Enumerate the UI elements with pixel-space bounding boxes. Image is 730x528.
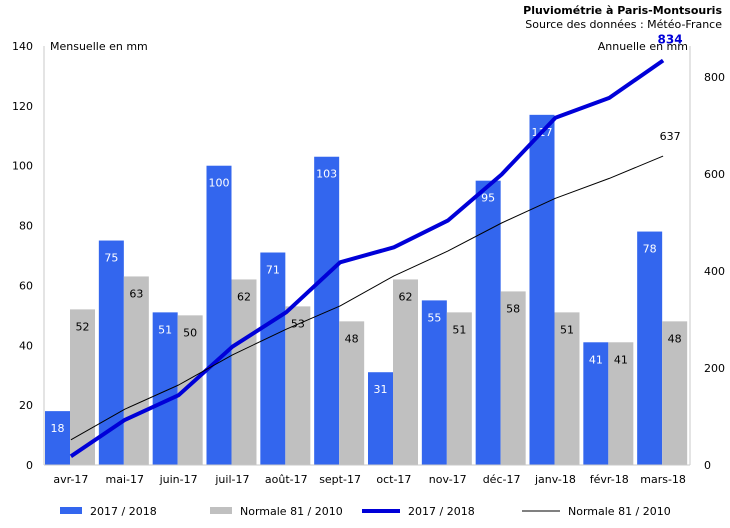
bar-label-normale: 63 bbox=[129, 287, 143, 300]
bar-normale bbox=[393, 279, 418, 465]
bar-normale bbox=[231, 279, 257, 465]
bar-normale bbox=[500, 291, 526, 465]
legend-label: 2017 / 2018 bbox=[408, 505, 475, 518]
x-tick-label: juin-17 bbox=[159, 473, 198, 486]
x-tick-label: juil-17 bbox=[214, 473, 249, 486]
left-tick-label: 0 bbox=[26, 459, 33, 472]
bar-2017-2018 bbox=[637, 231, 663, 465]
bar-normale bbox=[608, 342, 634, 465]
bar-label-2017-2018: 75 bbox=[104, 252, 118, 265]
x-tick-label: déc-17 bbox=[483, 473, 521, 486]
left-tick-label: 60 bbox=[19, 279, 33, 292]
left-tick-label: 120 bbox=[12, 100, 33, 113]
right-axis: 0 200 400 600 800 bbox=[689, 46, 725, 472]
bar-label-normale: 51 bbox=[452, 323, 466, 336]
bar-2017-2018 bbox=[421, 300, 447, 465]
legend-swatch bbox=[60, 507, 82, 514]
bar-label-2017-2018: 78 bbox=[643, 243, 657, 256]
bar-2017-2018 bbox=[314, 156, 340, 465]
bar-2017-2018 bbox=[583, 342, 609, 465]
legend-label: Normale 81 / 2010 bbox=[568, 505, 671, 518]
left-tick-label: 20 bbox=[19, 399, 33, 412]
bar-2017-2018 bbox=[152, 312, 178, 465]
x-tick-label: mai-17 bbox=[106, 473, 144, 486]
legend-item: Normale 81 / 2010 bbox=[522, 505, 671, 518]
x-tick-label: janv-18 bbox=[534, 473, 576, 486]
bar-normale bbox=[446, 312, 472, 465]
left-axis-title: Mensuelle en mm bbox=[50, 40, 148, 53]
legend-label: Normale 81 / 2010 bbox=[240, 505, 343, 518]
bar-label-normale: 58 bbox=[506, 302, 520, 315]
bar-label-2017-2018: 100 bbox=[209, 177, 230, 190]
bar-label-2017-2018: 41 bbox=[589, 353, 603, 366]
bar-label-2017-2018: 95 bbox=[481, 192, 495, 205]
legend: 2017 / 2018 Normale 81 / 2010 2017 / 2018 N… bbox=[60, 505, 671, 518]
right-tick-label: 200 bbox=[704, 362, 725, 375]
bar-label-normale: 41 bbox=[614, 353, 628, 366]
left-tick-label: 140 bbox=[12, 40, 33, 53]
bar-label-normale: 48 bbox=[668, 332, 682, 345]
x-tick-label: avr-17 bbox=[53, 473, 88, 486]
bar-normale bbox=[662, 321, 688, 465]
line-normale bbox=[70, 155, 664, 441]
x-tick-label: oct-17 bbox=[376, 473, 411, 486]
bar-2017-2018 bbox=[475, 180, 501, 465]
right-tick-label: 600 bbox=[704, 168, 725, 181]
right-tick-label: 800 bbox=[704, 71, 725, 84]
bar-2017-2018 bbox=[368, 372, 393, 465]
left-tick-label: 40 bbox=[19, 339, 33, 352]
right-tick-label: 0 bbox=[704, 459, 711, 472]
x-tick-label: août-17 bbox=[265, 473, 308, 486]
left-tick-label: 80 bbox=[19, 220, 33, 233]
bar-label-normale: 51 bbox=[560, 323, 574, 336]
bar-2017-2018 bbox=[45, 411, 70, 465]
bar-normale bbox=[123, 276, 149, 465]
bar-label-2017-2018: 51 bbox=[158, 323, 172, 336]
x-tick-label: sept-17 bbox=[319, 473, 361, 486]
bar-2017-2018 bbox=[260, 252, 286, 465]
bar-label-normale: 62 bbox=[399, 290, 413, 303]
bar-normale bbox=[285, 306, 311, 465]
bar-label-2017-2018: 18 bbox=[51, 422, 65, 435]
legend-label: 2017 / 2018 bbox=[90, 505, 157, 518]
line-end-label-2017-2018: 834 bbox=[658, 33, 683, 47]
bar-label-normale: 62 bbox=[237, 290, 251, 303]
bars: 1875511007110331559511741785263506253486… bbox=[45, 114, 688, 465]
cumulative-lines: 834 637 bbox=[69, 33, 683, 458]
legend-item: Normale 81 / 2010 bbox=[210, 505, 343, 518]
right-axis-title: Annuelle en mm bbox=[598, 40, 688, 53]
x-tick-label: févr-18 bbox=[590, 473, 629, 486]
bar-label-normale: 48 bbox=[345, 332, 359, 345]
bar-label-2017-2018: 103 bbox=[316, 168, 337, 181]
chart-subtitle: Source des données : Météo-France bbox=[525, 18, 722, 31]
bar-label-normale: 52 bbox=[76, 320, 90, 333]
legend-swatch bbox=[210, 507, 232, 514]
bar-label-2017-2018: 55 bbox=[427, 311, 441, 324]
bar-label-normale: 50 bbox=[183, 326, 197, 339]
x-tick-label: mars-18 bbox=[640, 473, 686, 486]
line-2017-2018 bbox=[69, 58, 665, 458]
legend-item: 2017 / 2018 bbox=[60, 505, 157, 518]
bar-normale bbox=[339, 321, 365, 465]
x-axis: avr-17 mai-17 juin-17 juil-17 août-17 sept-17… bbox=[44, 464, 690, 486]
left-axis: 0 20 40 60 80 100 120 140 bbox=[12, 40, 45, 472]
bar-2017-2018 bbox=[529, 114, 555, 465]
bar-normale bbox=[70, 309, 95, 465]
left-tick-label: 100 bbox=[12, 160, 33, 173]
bar-label-2017-2018: 71 bbox=[266, 264, 280, 277]
bar-label-2017-2018: 31 bbox=[374, 383, 388, 396]
right-tick-label: 400 bbox=[704, 265, 725, 278]
x-tick-label: nov-17 bbox=[429, 473, 467, 486]
bar-2017-2018 bbox=[206, 165, 232, 465]
line-end-label-normale: 637 bbox=[660, 130, 681, 143]
legend-item: 2017 / 2018 bbox=[362, 505, 475, 518]
chart-title: Pluviométrie à Paris-Montsouris bbox=[523, 4, 722, 17]
bar-normale bbox=[554, 312, 580, 465]
